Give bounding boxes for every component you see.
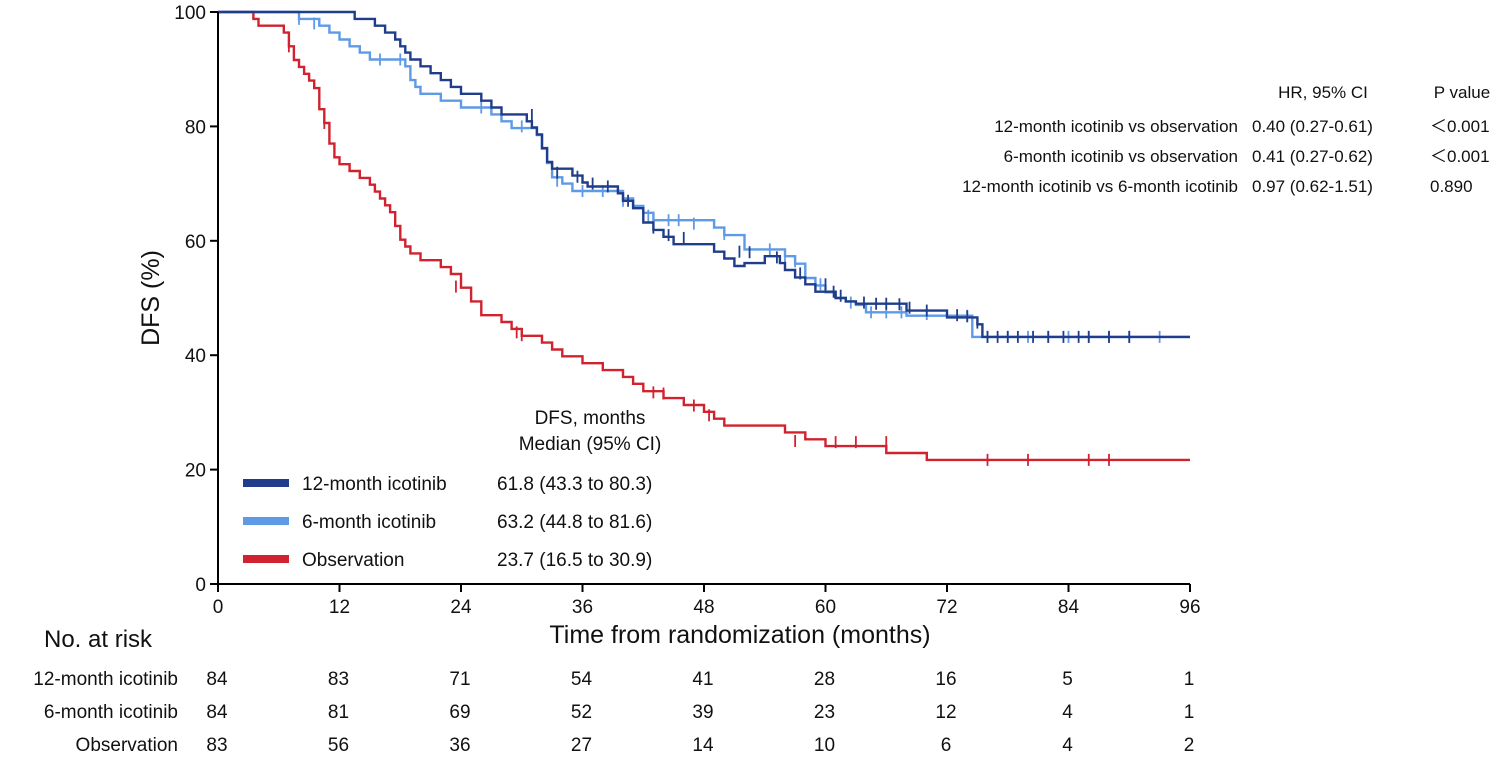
hr-row-p: 0.890 <box>1430 177 1473 196</box>
legend-label-2: Observation <box>302 550 404 571</box>
risk-row-label-2: Observation <box>76 735 178 756</box>
hr-row-value: 0.97 (0.62-1.51) <box>1252 177 1373 196</box>
risk-count: 41 <box>692 669 713 690</box>
y-tick-label-20: 20 <box>185 461 206 482</box>
risk-count: 28 <box>814 669 835 690</box>
hr-row-p: ＜0.001 <box>1430 147 1490 166</box>
hr-row-value: 0.40 (0.27-0.61) <box>1252 117 1373 136</box>
risk-count: 83 <box>206 735 227 756</box>
y-tick-label-80: 80 <box>185 117 206 138</box>
risk-count: 6 <box>941 735 952 756</box>
hr-row-label: 6-month icotinib vs observation <box>1004 147 1238 166</box>
hazard-ratio-table: HR, 95% CI P value 12-month icotinib vs ob… <box>962 83 1490 196</box>
y-axis-title: DFS (%) <box>137 250 165 346</box>
risk-count: 1 <box>1184 669 1195 690</box>
p-header: P value <box>1434 83 1490 102</box>
risk-count: 5 <box>1062 669 1073 690</box>
risk-count: 4 <box>1062 735 1073 756</box>
legend-median-2: 23.7 (16.5 to 30.9) <box>497 550 652 571</box>
risk-count: 36 <box>449 735 470 756</box>
legend-median-0: 61.8 (43.3 to 80.3) <box>497 474 652 495</box>
plot-lines <box>218 10 1190 466</box>
legend-swatch-1 <box>243 517 289 525</box>
risk-row-label-0: 12-month icotinib <box>33 669 178 690</box>
legend: DFS, months Median (95% CI) 12-month icoti… <box>243 408 661 571</box>
axes: 0 20 40 60 80 100 0 12 24 36 48 60 72 84 96 Time from r… <box>137 3 1201 649</box>
x-axis-title: Time from randomization (months) <box>549 621 930 649</box>
hr-row-value: 0.41 (0.27-0.62) <box>1252 147 1373 166</box>
risk-count: 56 <box>328 735 349 756</box>
x-tick-label-48: 48 <box>693 597 714 618</box>
legend-header-1: Median (95% CI) <box>519 434 662 455</box>
risk-row-label-1: 6-month icotinib <box>44 702 178 723</box>
risk-count: 12 <box>935 702 956 723</box>
risk-table-title: No. at risk <box>44 626 153 653</box>
x-tick-label-36: 36 <box>572 597 593 618</box>
x-tick-label-0: 0 <box>213 597 224 618</box>
risk-count: 27 <box>571 735 592 756</box>
risk-count: 83 <box>328 669 349 690</box>
hr-row-label: 12-month icotinib vs 6-month icotinib <box>962 177 1238 196</box>
risk-count: 2 <box>1184 735 1195 756</box>
risk-count: 1 <box>1184 702 1195 723</box>
risk-count: 71 <box>449 669 470 690</box>
risk-count: 14 <box>692 735 714 756</box>
x-tick-label-60: 60 <box>815 597 836 618</box>
risk-count: 39 <box>692 702 713 723</box>
legend-label-1: 6-month icotinib <box>302 512 436 533</box>
risk-count: 69 <box>449 702 470 723</box>
hr-row-p: ＜0.001 <box>1430 117 1490 136</box>
x-tick-label-84: 84 <box>1058 597 1080 618</box>
series-line-2 <box>218 10 1190 462</box>
legend-header-0: DFS, months <box>535 408 646 429</box>
risk-count: 52 <box>571 702 592 723</box>
risk-count: 81 <box>328 702 349 723</box>
legend-label-0: 12-month icotinib <box>302 474 447 495</box>
x-tick-label-96: 96 <box>1179 597 1200 618</box>
risk-count: 54 <box>571 669 593 690</box>
risk-count: 10 <box>814 735 835 756</box>
risk-count: 84 <box>206 702 228 723</box>
risk-count: 23 <box>814 702 835 723</box>
hr-header: HR, 95% CI <box>1278 83 1368 102</box>
series-line-1 <box>218 10 1190 339</box>
legend-swatch-0 <box>243 479 289 487</box>
hr-row-label: 12-month icotinib vs observation <box>994 117 1238 136</box>
risk-count: 84 <box>206 669 228 690</box>
x-tick-label-72: 72 <box>936 597 957 618</box>
x-tick-label-12: 12 <box>329 597 350 618</box>
risk-count: 16 <box>935 669 956 690</box>
risk-count: 4 <box>1062 702 1073 723</box>
x-tick-label-24: 24 <box>450 597 472 618</box>
legend-swatch-2 <box>243 555 289 563</box>
legend-median-1: 63.2 (44.8 to 81.6) <box>497 512 652 533</box>
y-tick-label-0: 0 <box>195 575 206 596</box>
y-tick-label-60: 60 <box>185 232 206 253</box>
y-tick-label-40: 40 <box>185 346 206 367</box>
series-line-0 <box>218 10 1190 339</box>
y-tick-label-100: 100 <box>174 3 206 24</box>
